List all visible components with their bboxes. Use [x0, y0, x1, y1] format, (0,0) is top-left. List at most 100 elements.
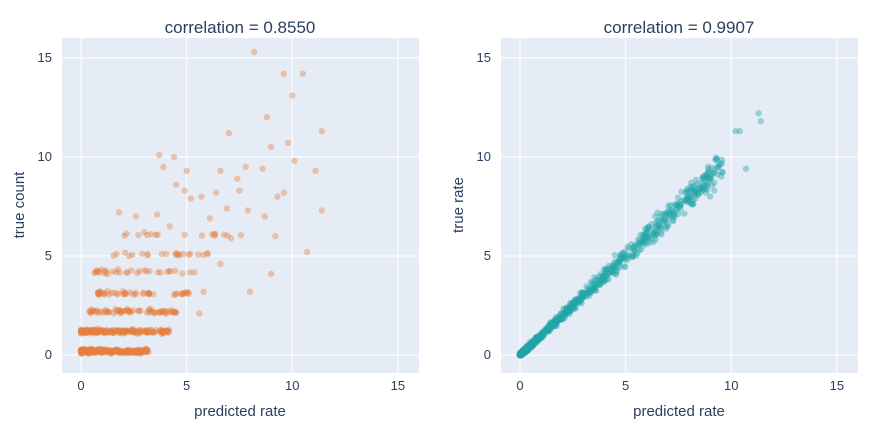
scatter-point [527, 341, 535, 348]
scatter-point [702, 171, 710, 178]
scatter-point [111, 289, 118, 297]
scatter-point [708, 164, 715, 171]
scatter-point [561, 306, 568, 314]
scatter-point [539, 330, 547, 338]
scatter-point [518, 350, 525, 357]
scatter-point [542, 326, 549, 334]
scatter-point [667, 206, 675, 214]
scatter-point [85, 347, 92, 355]
scatter-point [609, 269, 617, 276]
scatter-point [263, 114, 271, 121]
scatter-point [100, 290, 107, 298]
scatter-point [523, 343, 531, 350]
scatter-point [605, 262, 613, 270]
scatter-point [118, 348, 125, 355]
scatter-point [119, 349, 126, 356]
scatter-point [544, 326, 552, 334]
scatter-point [530, 338, 538, 346]
scatter-point [579, 289, 587, 296]
scatter-point [615, 258, 622, 265]
scatter-point [79, 348, 87, 356]
scatter-point [569, 301, 576, 309]
scatter-point [698, 179, 705, 186]
scatter-point [640, 233, 648, 240]
scatter-point [107, 327, 115, 335]
scatter-point [519, 349, 527, 356]
scatter-point [604, 270, 612, 278]
scatter-point [524, 345, 532, 352]
scatter-point [661, 210, 669, 217]
scatter-point [204, 250, 212, 258]
scatter-point [95, 328, 103, 335]
scatter-point [535, 334, 542, 341]
scatter-point [564, 306, 571, 314]
scatter-point [120, 348, 127, 356]
scatter-point [670, 209, 678, 216]
scatter-point [527, 342, 534, 350]
scatter-point [95, 291, 103, 299]
scatter-point [517, 351, 524, 358]
scatter-point [132, 291, 139, 298]
scatter-point [672, 202, 680, 209]
scatter-point [704, 163, 712, 171]
scatter-point [689, 200, 697, 208]
scatter-point [139, 348, 146, 356]
scatter-point [96, 289, 104, 297]
scatter-point [523, 344, 530, 351]
scatter-point [529, 338, 536, 346]
scatter-point [553, 317, 561, 325]
scatter-point [209, 231, 216, 238]
scatter-point [85, 326, 92, 334]
scatter-point [272, 233, 279, 240]
scatter-point [123, 269, 130, 276]
scatter-point [519, 349, 526, 357]
scatter-point [559, 312, 567, 319]
scatter-point [516, 351, 524, 359]
scatter-point [524, 344, 532, 352]
scatter-point [113, 348, 120, 355]
scatter-point [83, 326, 90, 333]
scatter-point [525, 344, 532, 351]
scatter-point [579, 294, 587, 301]
scatter-point [170, 153, 178, 161]
scatter-point [206, 215, 214, 222]
scatter-point [646, 233, 653, 241]
scatter-point [88, 326, 95, 334]
scatter-point [643, 225, 651, 233]
scatter-point [712, 165, 719, 173]
scatter-point [528, 341, 535, 348]
scatter-point [532, 337, 539, 344]
scatter-point [146, 307, 154, 315]
scatter-point [94, 347, 101, 355]
scatter-point [114, 349, 121, 356]
scatter-point [521, 347, 528, 354]
scatter-point [109, 329, 117, 337]
scatter-point [119, 348, 126, 355]
scatter-point [516, 351, 524, 359]
scatter-point [518, 349, 525, 357]
scatter-point [106, 347, 114, 355]
scatter-point [142, 327, 149, 334]
scatter-point [142, 345, 150, 353]
scatter-point [77, 330, 85, 337]
scatter-point [77, 347, 85, 354]
scatter-point [581, 292, 588, 299]
scatter-point [121, 329, 129, 337]
scatter-point [79, 348, 87, 355]
scatter-point [618, 249, 626, 257]
scatter-point [711, 169, 718, 177]
scatter-point [528, 340, 536, 348]
scatter-point [631, 247, 638, 254]
scatter-point [524, 343, 532, 351]
scatter-point [78, 347, 85, 354]
scatter-point [112, 326, 120, 334]
scatter-point [557, 310, 564, 317]
scatter-point [179, 290, 186, 298]
scatter-point [519, 350, 527, 357]
scatter-point [533, 336, 540, 343]
scatter-point [135, 348, 142, 355]
scatter-point [667, 211, 674, 219]
scatter-point [692, 189, 700, 196]
